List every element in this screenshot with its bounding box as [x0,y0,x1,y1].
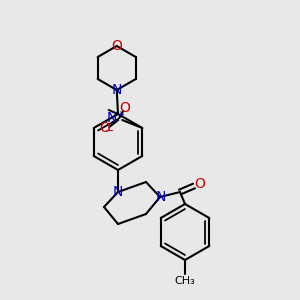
Text: N: N [112,83,122,97]
Text: O: O [119,101,130,115]
Text: N: N [107,111,117,125]
Text: O: O [111,39,122,53]
Text: +: + [116,110,124,120]
Text: CH₃: CH₃ [175,276,195,286]
Text: N: N [156,190,166,204]
Text: O: O [195,177,206,191]
Text: O: O [99,121,110,135]
Text: −: − [105,126,114,136]
Text: N: N [113,185,123,199]
